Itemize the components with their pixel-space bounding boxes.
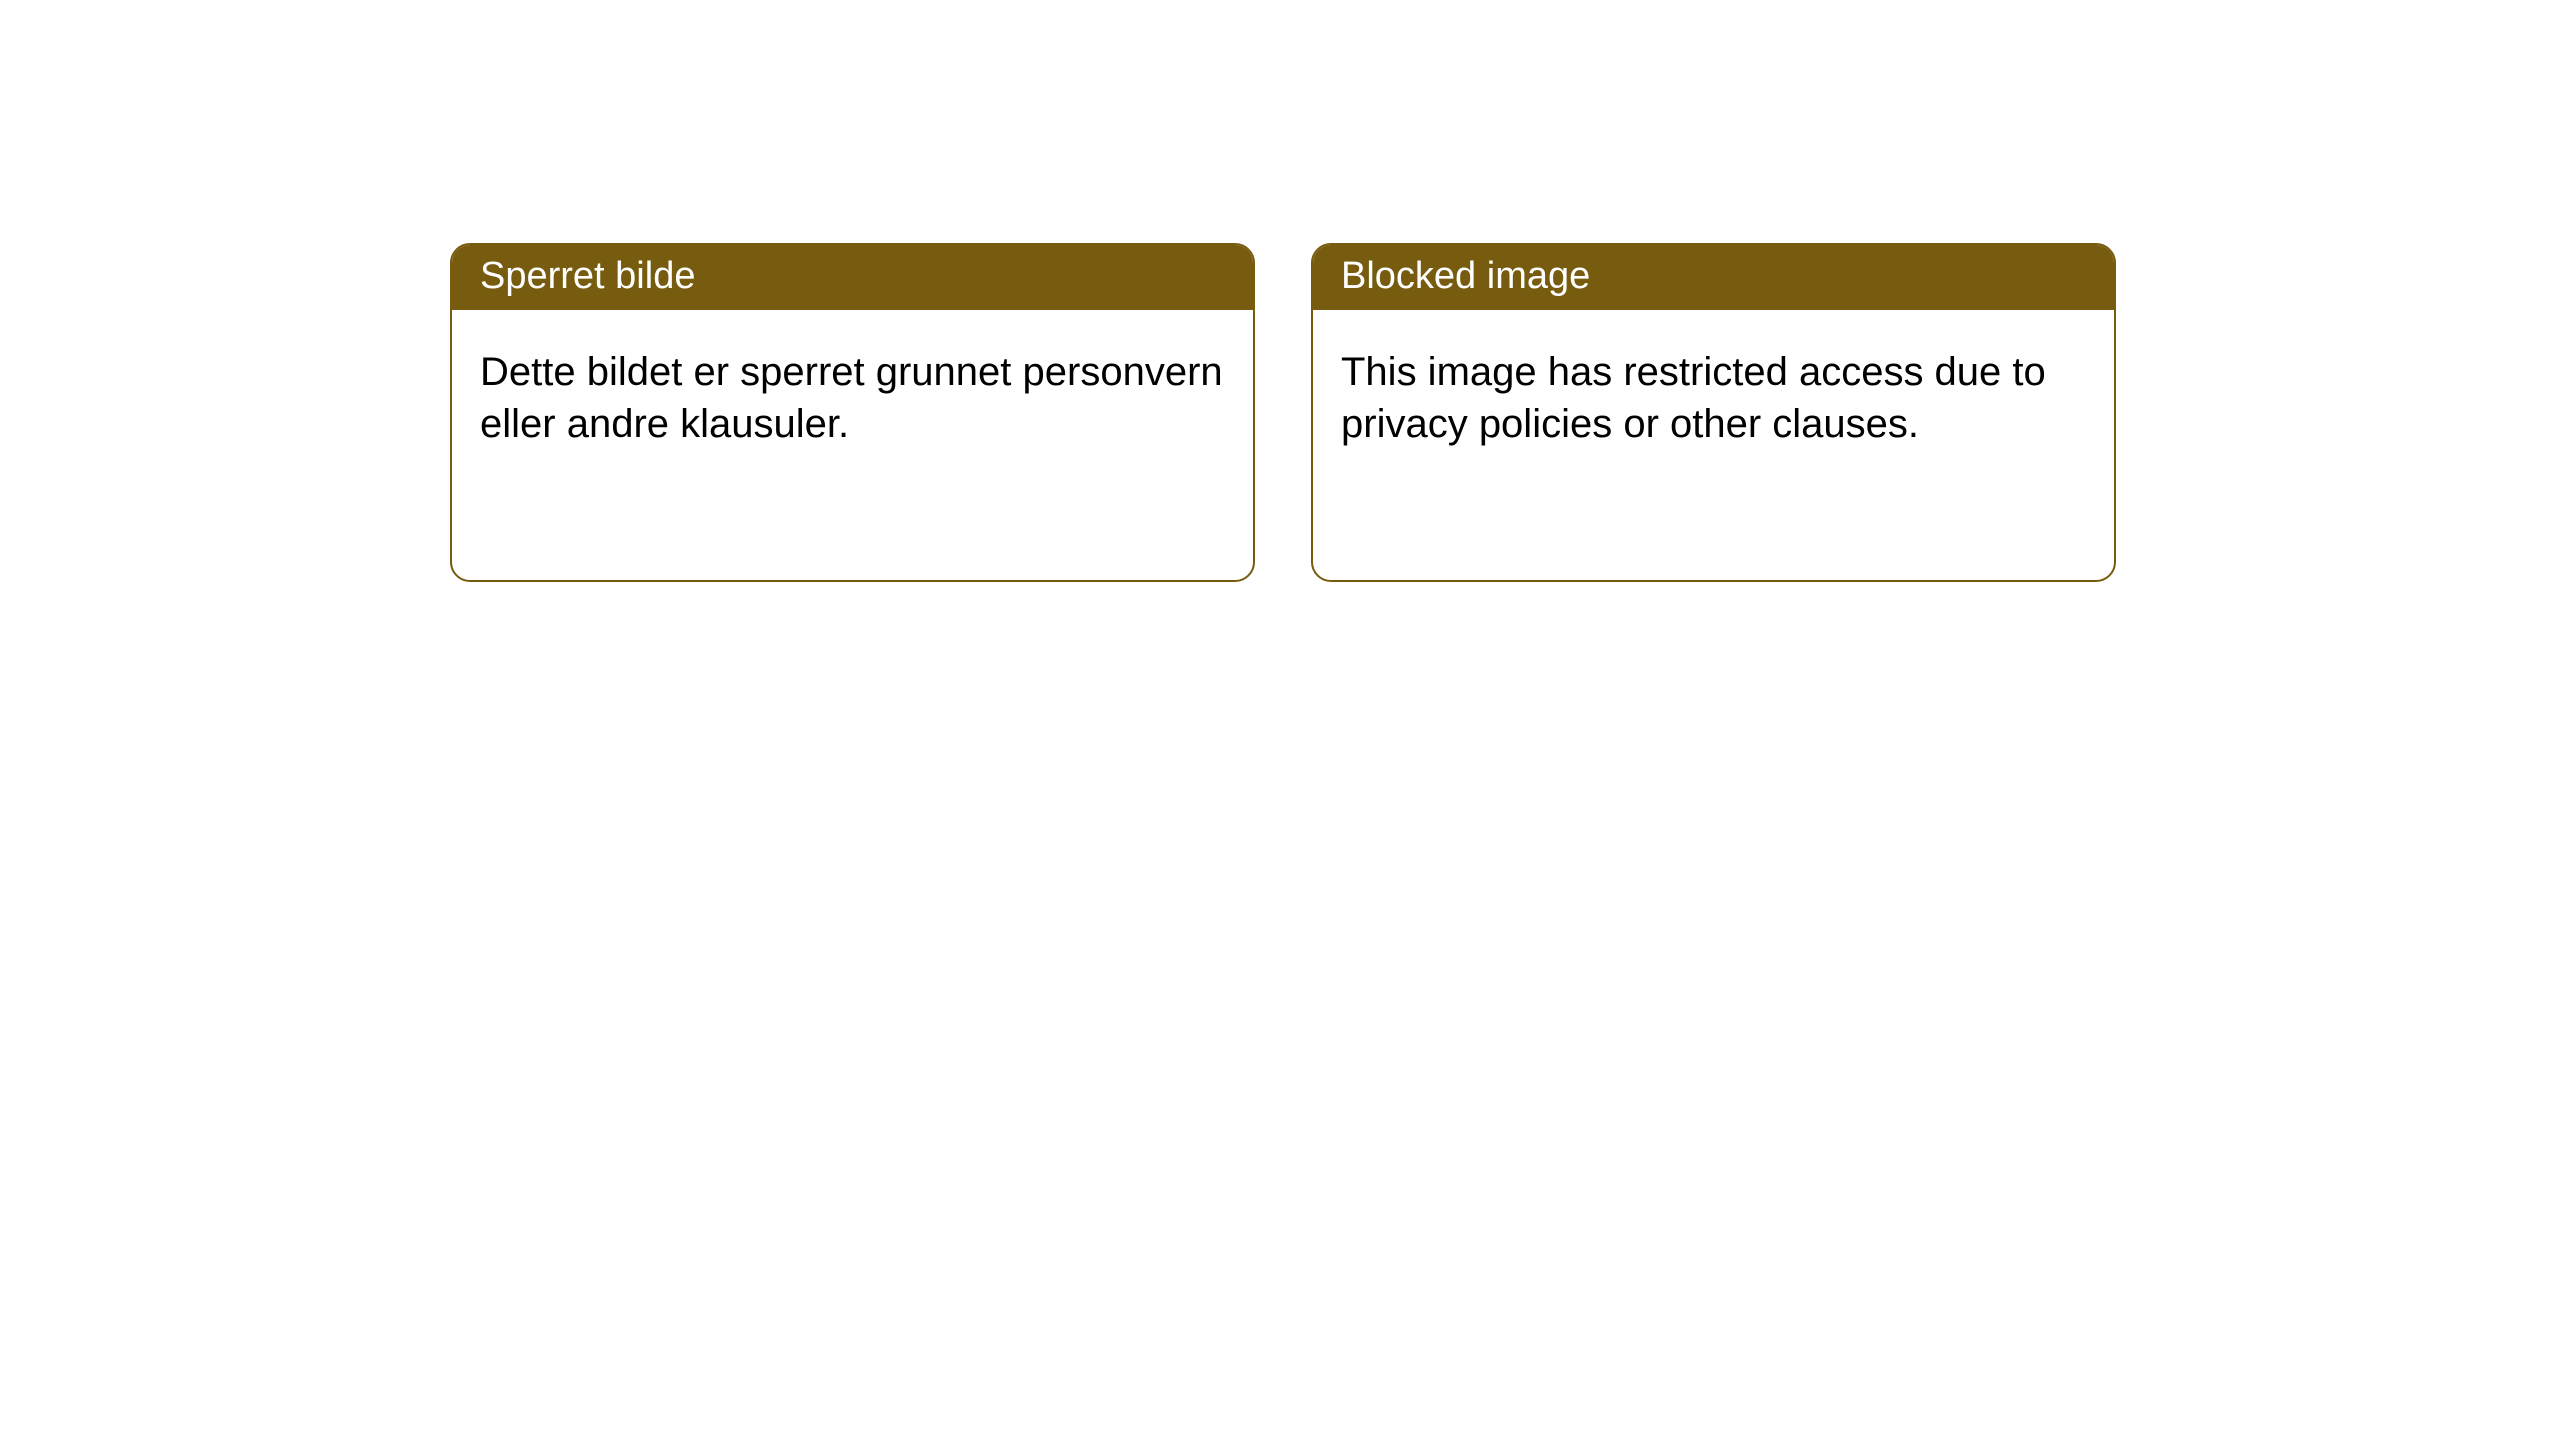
- card-header: Blocked image: [1313, 245, 2114, 310]
- blocked-image-card-en: Blocked image This image has restricted …: [1311, 243, 2116, 582]
- card-body: This image has restricted access due to …: [1313, 310, 2114, 580]
- blocked-image-card-no: Sperret bilde Dette bildet er sperret gr…: [450, 243, 1255, 582]
- card-container: Sperret bilde Dette bildet er sperret gr…: [0, 0, 2560, 582]
- card-header: Sperret bilde: [452, 245, 1253, 310]
- card-body: Dette bildet er sperret grunnet personve…: [452, 310, 1253, 580]
